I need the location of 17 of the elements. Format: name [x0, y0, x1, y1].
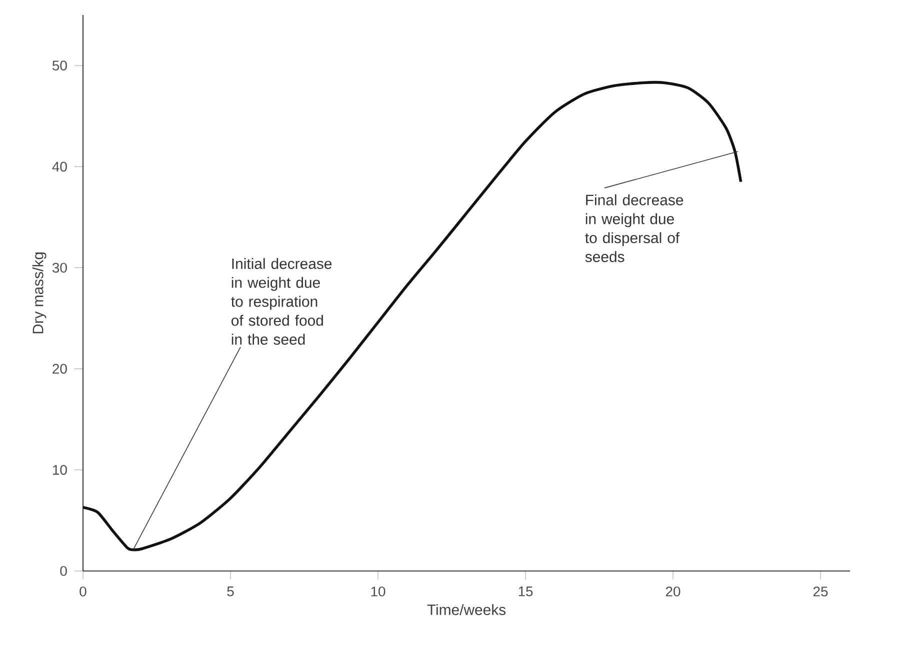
y-tick-label: 30	[52, 262, 67, 273]
x-tick-label: 20	[666, 586, 680, 596]
x-tick-label: 15	[518, 586, 533, 596]
y-axis-title: Dry mass/kg	[32, 252, 46, 334]
line-series	[83, 81, 742, 552]
x-tick-label: 0	[80, 586, 86, 596]
y-tick-label: 20	[52, 364, 67, 374]
annotation: Final decrease in weight due to dispersal of seeds	[585, 194, 684, 262]
x-tick-label: 5	[227, 586, 234, 596]
x-tick-label: 10	[371, 586, 386, 596]
y-tick-label: 10	[53, 464, 67, 475]
y-tick-label: 40	[52, 162, 67, 172]
y-tick-label: 50	[52, 60, 67, 70]
annotation: Initial decrease in weight due to respiration of stored food in the seed	[231, 258, 332, 345]
x-axis-title: Time/weeks	[427, 604, 506, 616]
y-tick-label: 0	[60, 566, 67, 576]
x-tick-label: 25	[813, 586, 828, 596]
